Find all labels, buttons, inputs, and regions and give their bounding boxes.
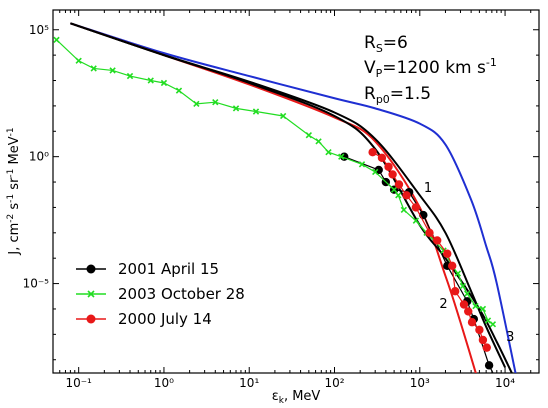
x-tick-label: 10³ [410,376,430,390]
data-point [305,132,313,139]
data-point [147,77,154,84]
data-point [175,87,183,94]
legend-item: 2003 October 28 [76,285,245,303]
data-point [160,79,168,87]
data-point [388,170,397,179]
data-point [482,343,491,352]
x-axis-label: εk, MeV [272,389,321,406]
data-point [443,249,452,258]
data-point [454,270,462,277]
x-axis-ticks: 10⁻¹ 10⁰ 10¹ 10² 10³ 10⁴ [52,10,532,390]
plot-frame [52,9,540,374]
data-point [374,165,383,175]
x-tick-label: 10⁰ [154,376,174,390]
data-point [484,361,494,370]
series-line [344,156,494,373]
data-point [425,228,434,238]
y-tick-label: 10⁵ [29,23,49,37]
data-point [368,147,377,157]
x-tick-label: 10² [324,376,344,390]
y-axis-ticks: 10⁵ 10⁰ 10⁻⁵ [23,23,539,361]
data-point [464,290,471,297]
data-point [489,321,497,328]
data-point [479,305,487,313]
data-point [372,168,379,176]
data-point [394,180,404,189]
data-series [53,36,505,400]
curve-label: 2 [439,297,447,312]
data-point [384,162,393,171]
data-point [478,335,488,345]
data-point [126,72,134,80]
y-tick-label: 10⁻⁵ [23,277,50,291]
data-point [484,317,492,324]
data-point [90,65,97,72]
data-point [475,325,484,335]
curve-labels: 1 2 3 [424,181,514,345]
curve-label: 3 [506,330,514,345]
y-axis-label: J, cm-2 s-1 sr-1 MeV-1 [6,127,22,255]
annotation-vp: VP=1200 km s-1 [364,56,497,80]
data-point [252,108,260,115]
legend-label: 2003 October 28 [118,285,245,303]
model-curves [70,22,517,373]
data-point [358,161,366,168]
data-point [338,153,345,160]
data-point [432,236,442,245]
curve-label: 1 [424,181,432,196]
data-point [472,302,479,310]
data-point [87,290,95,298]
x-tick-label: 10⁴ [495,376,515,390]
data-point [450,287,460,296]
data-point [390,186,398,193]
data-point [395,192,402,199]
legend-label: 2000 July 14 [118,310,212,328]
annotation-rp0: Rp0=1.5 [364,84,431,106]
data-point [459,300,469,309]
parameter-annotation: RS=6 VP=1200 km s-1 Rp0=1.5 [364,33,497,106]
legend-label: 2001 April 15 [118,260,219,278]
data-point [467,318,477,327]
x-tick-label: 10⁻¹ [65,376,92,390]
data-point [75,57,82,64]
data-point [411,203,421,212]
x-tick-label: 10¹ [239,376,259,390]
data-point [448,261,457,271]
data-point [325,149,332,156]
data-point [464,307,473,316]
data-point [232,105,240,112]
data-point [212,99,219,106]
data-point [412,217,420,224]
data-point [497,392,505,400]
data-point [193,100,200,108]
model-curve [70,22,517,373]
data-point [402,191,411,200]
y-tick-label: 10⁰ [29,150,49,164]
data-point [279,112,287,120]
legend-item: 2001 April 15 [76,260,219,278]
data-point [377,153,387,163]
data-point [86,314,96,324]
data-point [459,282,467,290]
annotation-rs: RS=6 [364,33,408,55]
data-point [86,264,96,274]
legend: 2001 April 15 2003 October 28 2000 July 14 [76,260,245,328]
data-point [315,138,322,145]
data-point [400,206,407,214]
legend-item: 2000 July 14 [76,310,212,328]
data-point [53,36,60,44]
data-point [109,67,116,74]
